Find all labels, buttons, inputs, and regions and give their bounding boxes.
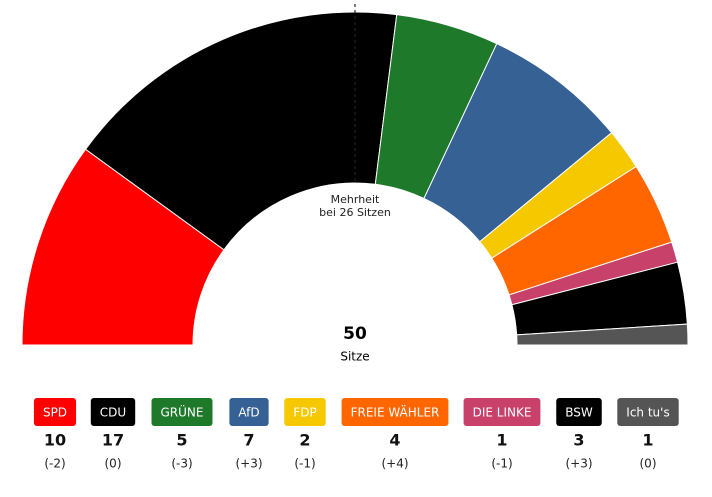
legend-item: AfD 7 (+3)	[229, 398, 269, 471]
majority-label-bg	[328, 193, 383, 206]
seat-count: 1	[496, 431, 507, 450]
legend-label: FDP	[293, 406, 316, 420]
seat-change: (0)	[640, 457, 657, 471]
legend-box	[90, 398, 136, 426]
legend-item: DIE LINKE 1 (-1)	[463, 398, 541, 471]
legend-label: SPD	[43, 406, 67, 420]
legend-box	[617, 398, 679, 426]
seat-count: 1	[642, 431, 653, 450]
legend-box	[556, 398, 602, 426]
seat-count: 5	[176, 431, 187, 450]
legend-item: SPD 10 (-2)	[33, 398, 77, 471]
legend-label: BSW	[565, 406, 593, 420]
majority-label: bei 26 Sitzen	[319, 206, 391, 219]
legend-label: AfD	[238, 406, 259, 420]
legend-item: CDU 17 (0)	[90, 398, 136, 471]
majority-label-bg	[317, 206, 393, 219]
legend-label: GRÜNE	[161, 404, 204, 420]
seat-count: 3	[573, 431, 584, 450]
seat-change: (-1)	[294, 457, 315, 471]
seat-count: 7	[243, 431, 254, 450]
seat-count: 10	[44, 431, 66, 450]
legend-label: Ich tu's	[626, 406, 669, 420]
seat-change: (-1)	[491, 457, 512, 471]
legend-item: Ich tu's 1 (0)	[617, 398, 679, 471]
seat-segment	[516, 323, 689, 346]
legend-label: CDU	[100, 406, 126, 420]
legend-item: BSW 3 (+3)	[556, 398, 602, 471]
legend-box	[284, 398, 326, 426]
legend-box	[33, 398, 77, 426]
legend-box	[229, 398, 269, 426]
legend-item: FDP 2 (-1)	[284, 398, 326, 471]
majority-label: Mehrheit	[331, 193, 380, 206]
total-seats: 50	[343, 324, 367, 344]
seat-change: (-3)	[171, 457, 192, 471]
legend-box	[463, 398, 541, 426]
seat-count: 2	[299, 431, 310, 450]
legend-label: FREIE WÄHLER	[351, 405, 440, 420]
seat-change: (-2)	[44, 457, 65, 471]
legend-item: FREIE WÄHLER 4 (+4)	[341, 398, 449, 471]
total-label: Sitze	[340, 350, 369, 364]
legend-item: GRÜNE 5 (-3)	[151, 398, 213, 471]
seat-count: 17	[102, 431, 124, 450]
seat-change: (0)	[105, 457, 122, 471]
seat-segment	[84, 11, 398, 251]
seat-change: (+3)	[565, 457, 592, 471]
seat-change: (+4)	[381, 457, 408, 471]
seat-count: 4	[389, 431, 400, 450]
seat-change: (+3)	[235, 457, 262, 471]
legend-box	[341, 398, 449, 426]
legend-box	[151, 398, 213, 426]
legend-label: DIE LINKE	[473, 406, 532, 420]
